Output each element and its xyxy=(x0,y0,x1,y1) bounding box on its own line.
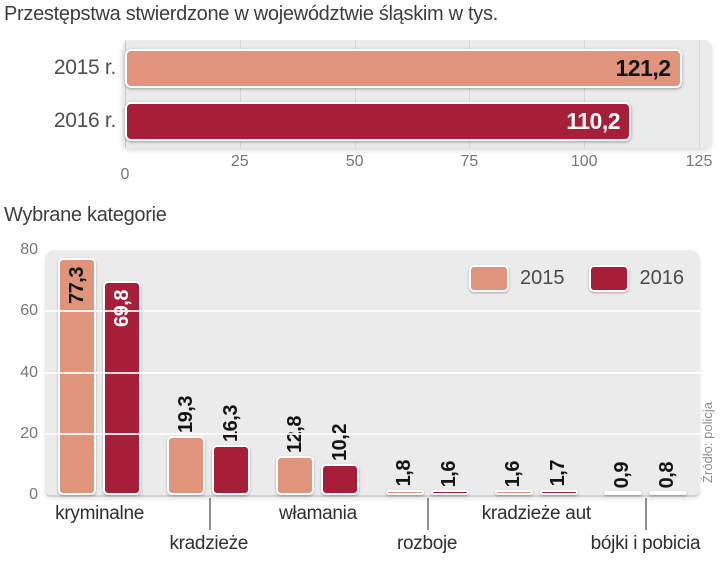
bar-group-kradzie-e-aut: 1,6 1,7 xyxy=(482,250,591,495)
category-label-kradzie-e-aut: kradzieże aut xyxy=(481,503,591,524)
bar-value-label-wrap: 69,8 xyxy=(105,290,139,327)
bar-value-label: 77,3 xyxy=(65,267,88,305)
vbar-2015-rozboje: 1,8 xyxy=(385,460,424,495)
x-tick-50: 50 xyxy=(345,153,364,170)
x-tick-25: 25 xyxy=(230,153,249,170)
legend-swatch-2016 xyxy=(588,265,629,292)
category-label-w-amania: włamania xyxy=(278,503,357,524)
y-tick-60: 60 xyxy=(20,302,38,320)
vbar-2016-kryminalne: 69,8 xyxy=(103,281,142,495)
bar-group-kryminalne: 77,3 69,8 xyxy=(45,250,154,495)
bar-value-label: 110,2 xyxy=(566,108,621,134)
bar-value-label: 10,2 xyxy=(328,423,351,461)
x-tick-100: 100 xyxy=(570,153,598,170)
gridline-x-100 xyxy=(584,40,586,148)
x-axis-line xyxy=(125,40,126,148)
vbar-2016-rozboje: 1,6 xyxy=(430,461,469,495)
gridline-x-25 xyxy=(239,40,241,148)
category-label-b-jki-i-pobicia: bójki i pobicia xyxy=(590,533,701,554)
category-tick xyxy=(208,498,211,530)
bar-value-label: 1,8 xyxy=(393,460,416,487)
chart1-title: Przestępstwa stwierdzone w województwie … xyxy=(4,3,498,25)
gridline-y-40 xyxy=(45,371,700,374)
bar-value-label: 16,3 xyxy=(219,405,242,443)
bar-group-b-jki-i-pobicia: 0,9 0,8 xyxy=(591,250,700,495)
gridline-x-50 xyxy=(354,40,356,148)
gridline-y-60 xyxy=(45,310,700,313)
category-label-rozboje: rozboje xyxy=(396,533,458,554)
hbar-2015r: 121,2 xyxy=(125,49,682,88)
legend-label-2016: 2016 xyxy=(639,267,685,289)
chart2-bar-groups: 77,369,819,316,312,810,21,81,61,61,70,90… xyxy=(45,250,700,495)
x-tick-75: 75 xyxy=(460,153,479,170)
chart2-plot-area: 77,369,819,316,312,810,21,81,61,61,70,90… xyxy=(45,250,700,497)
bar-group-w-amania: 12,8 10,2 xyxy=(263,250,372,495)
vbar-2015-kradzie-e-aut: 1,6 xyxy=(494,461,533,495)
vbar-2016-w-amania: 10,2 xyxy=(321,424,360,495)
gridline-y-20 xyxy=(45,432,700,435)
bar-value-label-wrap: 1,6 xyxy=(433,461,467,487)
bar-group-rozboje: 1,8 1,6 xyxy=(373,250,482,495)
legend-swatch-2015 xyxy=(469,265,509,292)
bar-value-label: 69,8 xyxy=(110,290,133,328)
x-tick-125: 125 xyxy=(685,153,713,170)
bar-value-label: 0,9 xyxy=(611,461,634,488)
source-credit: Źródło: policja xyxy=(700,392,715,492)
category-col-kradzie-e-aut: kradzieże aut xyxy=(482,495,591,563)
gridline-x-125 xyxy=(699,40,700,148)
bar-value-label-wrap: 1,8 xyxy=(388,460,422,486)
bar-value-label: 19,3 xyxy=(174,395,197,433)
vbar-2015-w-amania: 12,8 xyxy=(276,416,315,495)
category-label-kryminalne: kryminalne xyxy=(55,503,145,524)
row-label-2015r: 2015 r. xyxy=(53,56,116,79)
category-col-rozboje: rozboje xyxy=(373,495,482,563)
legend-item-2015: 2015 xyxy=(469,265,565,292)
bar-value-label-wrap: 0,9 xyxy=(606,462,640,488)
vbar-2015-kradzie-e: 19,3 xyxy=(167,396,206,495)
category-col-w-amania: włamania xyxy=(263,495,372,563)
bar-value-label: 121,2 xyxy=(615,55,671,81)
category-col-kryminalne: kryminalne xyxy=(45,495,154,563)
chart2-title: Wybrane kategorie xyxy=(4,204,167,226)
bar-value-label: 1,7 xyxy=(547,460,570,487)
category-col-b-jki-i-pobicia: bójki i pobicia xyxy=(590,495,701,563)
bar-value-label-wrap: 10,2 xyxy=(323,424,357,461)
y-tick-0: 0 xyxy=(29,486,38,503)
bar-value-label-wrap: 1,6 xyxy=(497,461,531,487)
y-tick-20: 20 xyxy=(20,424,38,442)
gridline-x-75 xyxy=(469,40,471,148)
x-tick-0: 0 xyxy=(120,166,130,183)
bar-value-label-wrap: 16,3 xyxy=(214,405,248,442)
category-col-kradzie-e: kradzieże xyxy=(154,495,263,563)
y-tick-40: 40 xyxy=(20,363,38,381)
category-tick xyxy=(645,498,648,530)
vbar-2016-b-jki-i-pobicia: 0,8 xyxy=(648,462,687,495)
bar-value-label: 1,6 xyxy=(502,460,525,488)
bar-value-label-wrap: 1,7 xyxy=(542,460,576,486)
bar-value-label-wrap: 77,3 xyxy=(60,267,94,304)
bar-group-kradzie-e: 19,3 16,3 xyxy=(154,250,263,495)
vbar-2015-kryminalne: 77,3 xyxy=(58,258,97,495)
vbar-2015-b-jki-i-pobicia: 0,9 xyxy=(603,462,642,495)
legend-label-2015: 2015 xyxy=(520,267,565,289)
row-label-2016r: 2016 r. xyxy=(53,109,116,132)
bar-value-label-wrap: 0,8 xyxy=(651,462,685,488)
category-label-kradzie-e: kradzieże xyxy=(169,533,249,554)
source-credit-text: Źródło: policja xyxy=(700,401,715,483)
hbar-2016r: 110,2 xyxy=(125,102,632,141)
y-tick-80: 80 xyxy=(20,241,38,258)
chart2-legend: 2015 2016 xyxy=(469,265,684,292)
chart2-category-axis: kryminalne kradzieże włamania rozboje kradzi… xyxy=(45,495,701,563)
vbar-2016-kradzie-e: 16,3 xyxy=(212,405,251,495)
chart1-plot-area: 121,2 110,2 xyxy=(122,40,712,148)
category-tick xyxy=(427,498,430,530)
bar-value-label: 1,6 xyxy=(438,460,461,488)
legend-item-2016: 2016 xyxy=(588,265,685,292)
bar-value-label: 0,8 xyxy=(656,461,679,488)
vbar-2016-kradzie-e-aut: 1,7 xyxy=(539,460,578,495)
bar-value-label-wrap: 19,3 xyxy=(169,396,203,433)
